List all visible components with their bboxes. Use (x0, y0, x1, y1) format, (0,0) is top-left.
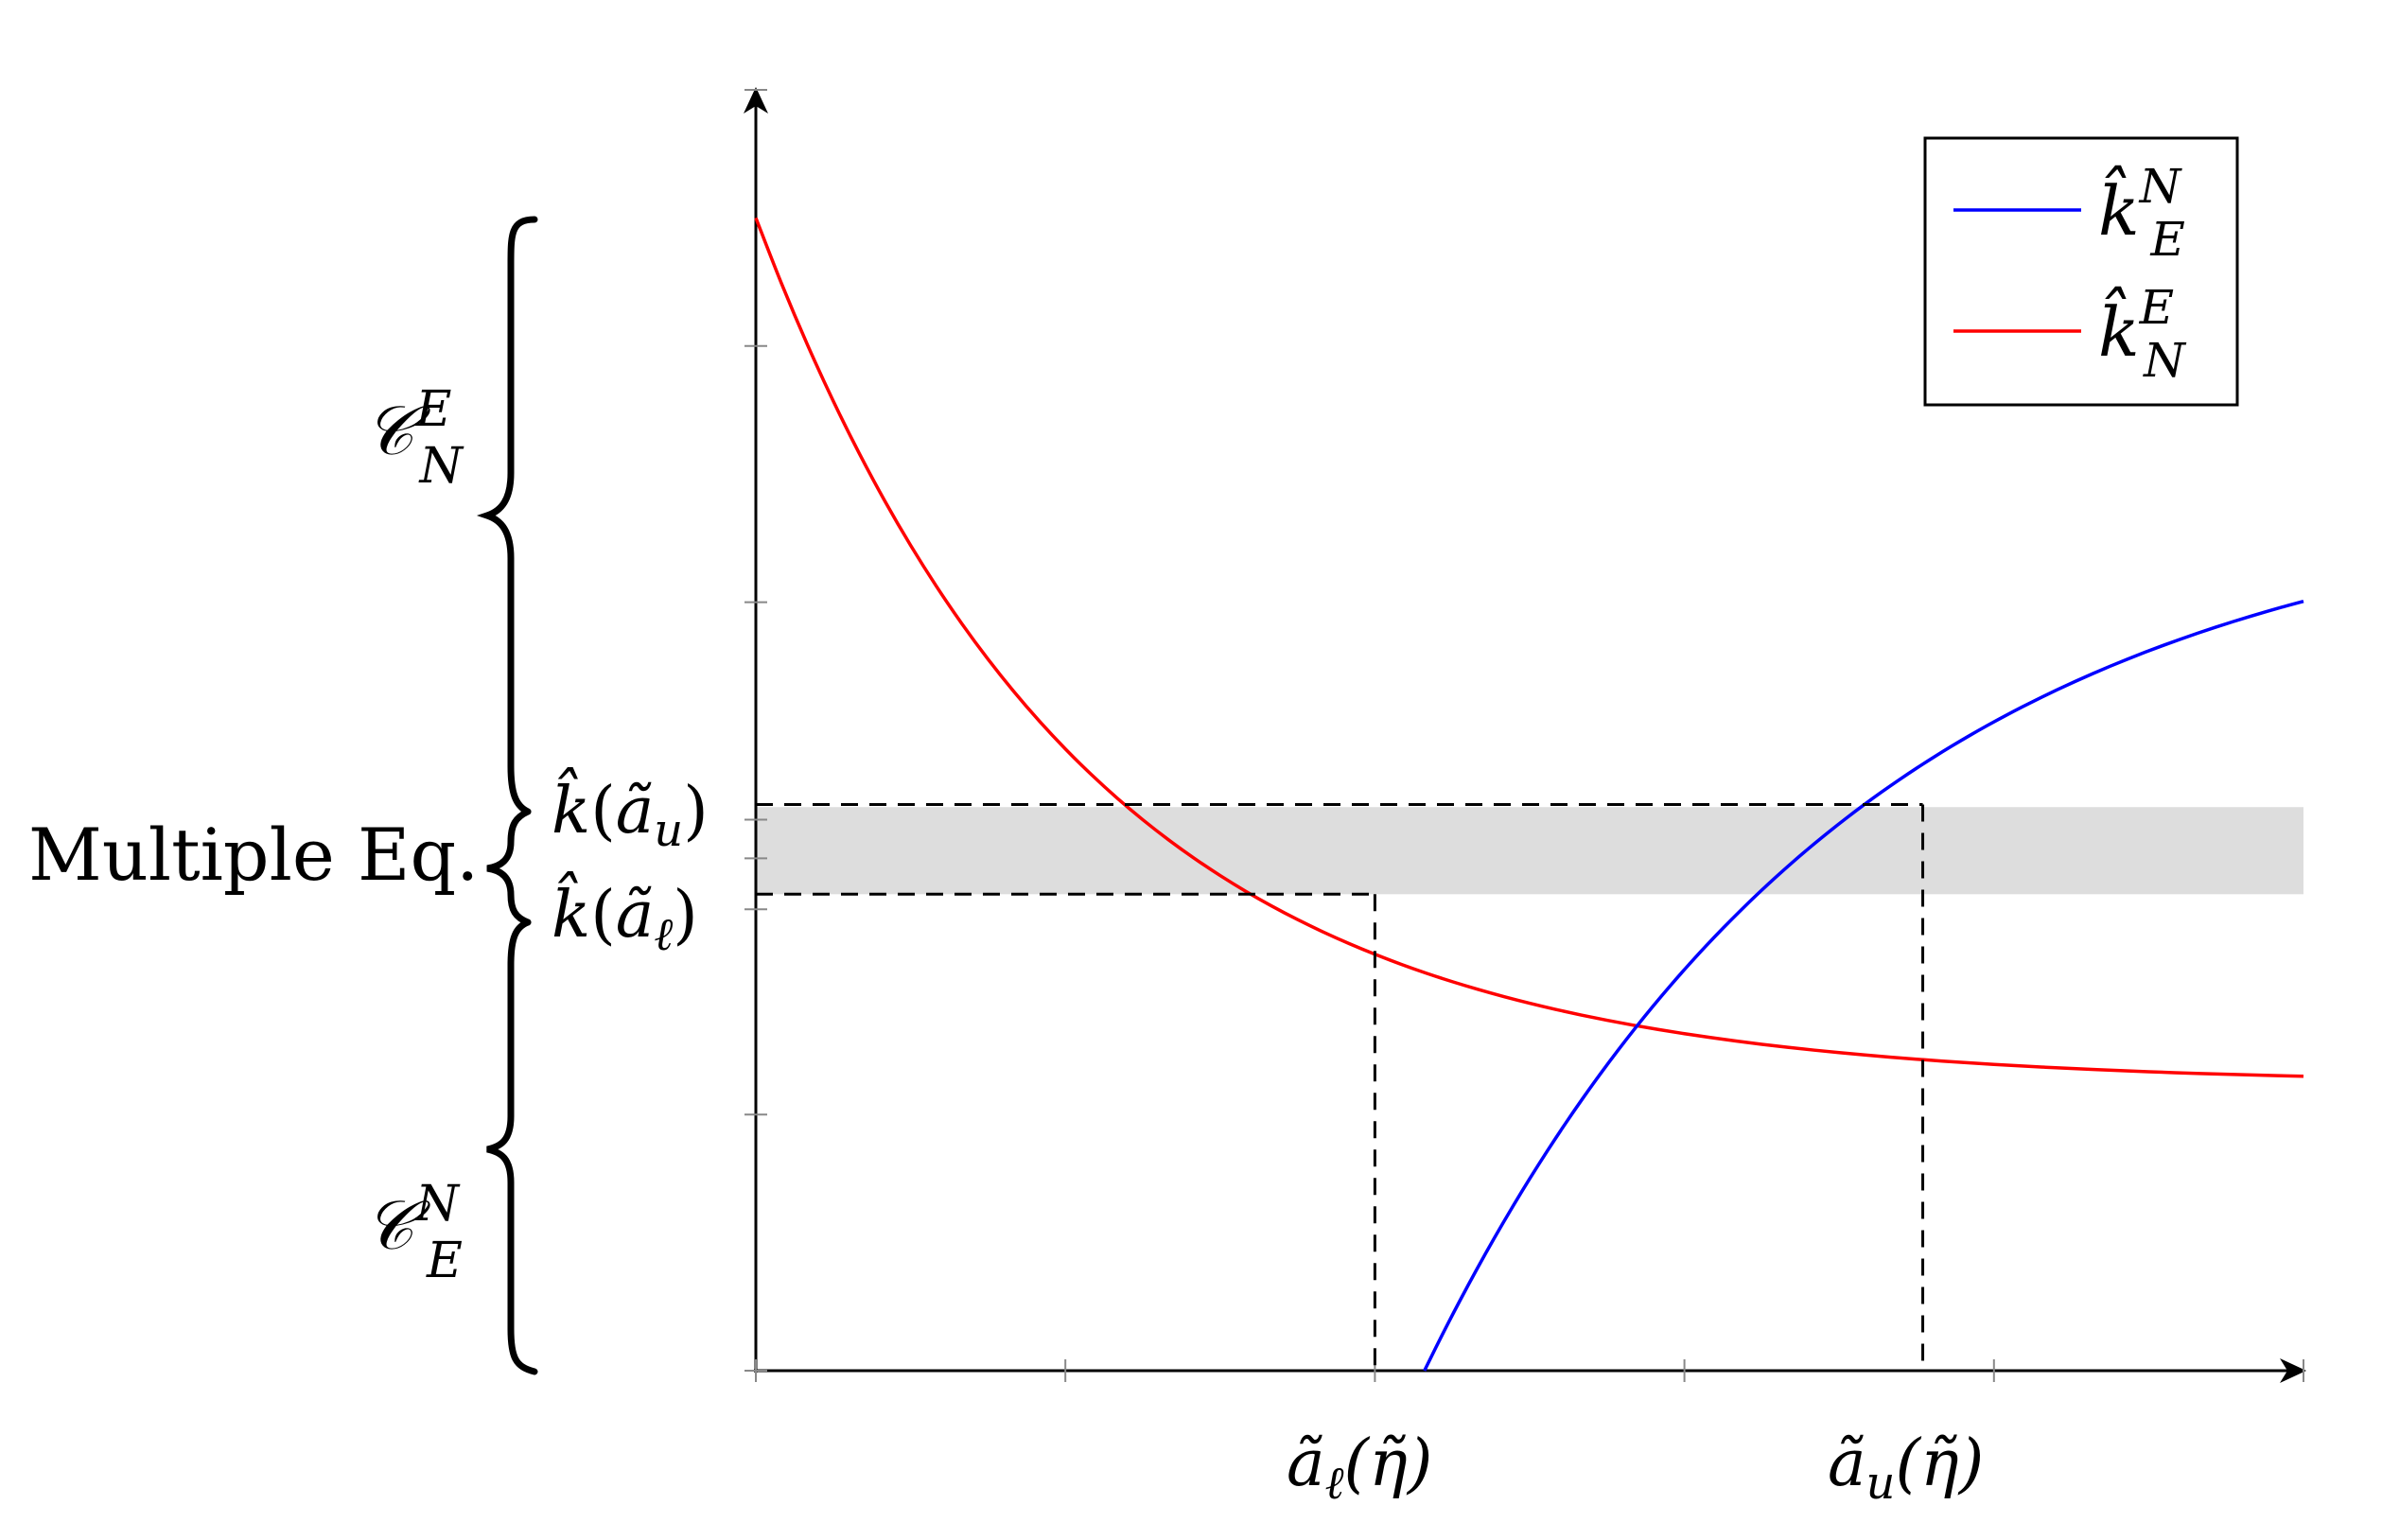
region-label-bottom: 𝒞N E (364, 1176, 463, 1289)
series-line-k-e-n (1423, 599, 2304, 1372)
legend: k̂N E k̂E N (1923, 136, 2239, 407)
multiple-equilibria-band (756, 807, 2303, 895)
y-annotation-k-u: k̂(ãu) (552, 766, 709, 857)
region-label-top: 𝒞E N (364, 381, 464, 495)
legend-label-k-e-n: k̂N E (2098, 159, 2185, 267)
legend-box (1923, 136, 2239, 407)
brace-middle (486, 808, 532, 926)
axes (744, 87, 2306, 1383)
dashed-guides (756, 803, 1925, 1371)
x-annotation-a-l: ãℓ(η̃) (1287, 1426, 1432, 1510)
region-label-multiple-eq: Multiple Eq. (28, 813, 479, 897)
series-line-k-n-e (754, 217, 2304, 1078)
brace-top (476, 216, 538, 815)
y-axis-arrow-icon (744, 87, 768, 114)
brace-bottom (486, 919, 538, 1375)
x-annotation-a-u: ãu(η̃) (1828, 1426, 1984, 1510)
x-axis-arrow-icon (2280, 1358, 2306, 1383)
region-braces (476, 216, 538, 1375)
y-annotation-k-l: k̂(ãℓ) (552, 870, 698, 961)
legend-label-k-n-e: k̂E N (2098, 280, 2187, 388)
axis-ticks (744, 89, 2304, 1382)
